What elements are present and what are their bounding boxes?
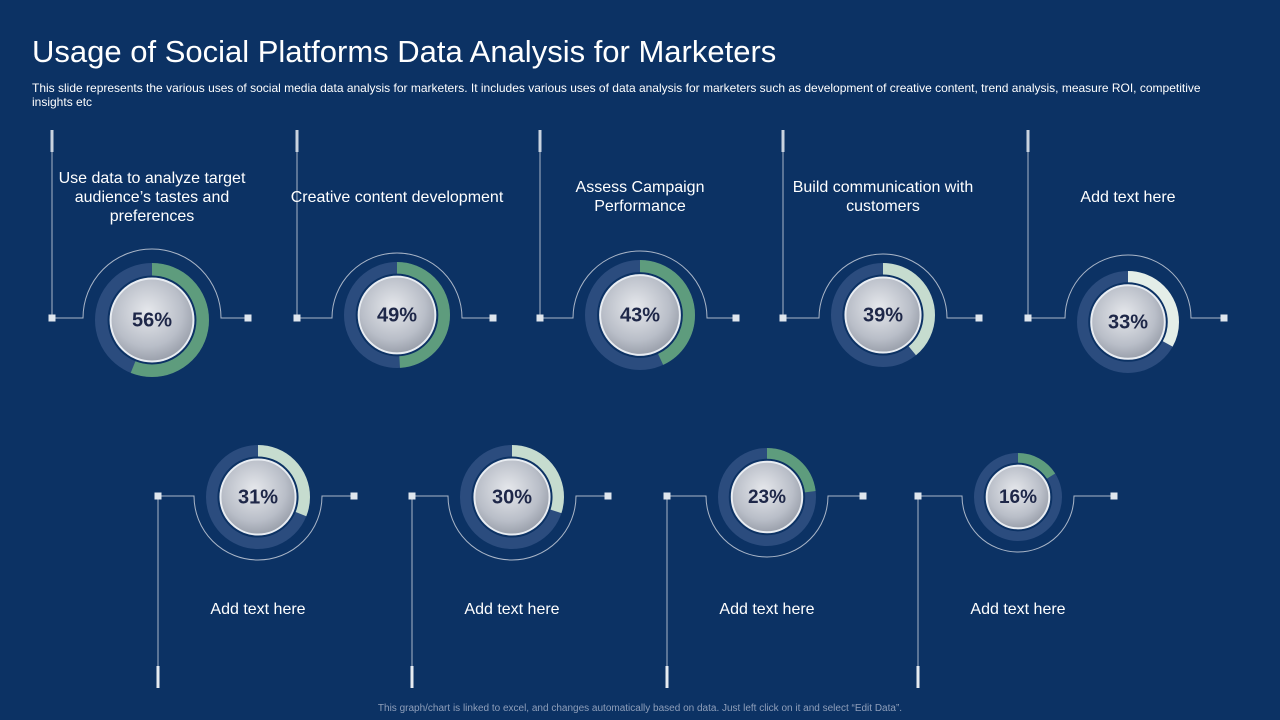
connector-node	[489, 314, 497, 322]
connector-arc	[52, 248, 248, 319]
donut-image	[219, 458, 297, 536]
chart-title: Add text here	[719, 600, 815, 618]
connector-arc	[540, 250, 736, 319]
donut-segment	[1076, 271, 1179, 374]
donut-image	[730, 460, 804, 534]
footnote: This graph/chart is linked to excel, and…	[377, 703, 903, 714]
connector-node	[604, 492, 612, 500]
connector-arc	[918, 495, 1114, 553]
connector-node	[408, 492, 416, 500]
connector-node	[293, 314, 301, 322]
donut-segment	[460, 445, 564, 549]
connector-node	[154, 492, 162, 500]
chart-title: Add text here	[970, 600, 1066, 618]
connector-arc	[783, 253, 979, 319]
slide-title: Usage of Social Platforms Data Analysis …	[32, 34, 777, 69]
donut-image	[599, 274, 681, 356]
connector-node	[732, 314, 740, 322]
connector-node	[914, 492, 922, 500]
connector-node	[244, 314, 252, 322]
connector-arc	[158, 495, 354, 561]
connector-node	[536, 314, 544, 322]
donut-image	[985, 464, 1051, 530]
value-label: 39%	[863, 304, 903, 326]
donut-segment	[831, 263, 935, 368]
chart-title: Build communication with customers	[792, 179, 974, 215]
donut-segment	[206, 445, 310, 549]
chart-title: Add text here	[1080, 188, 1176, 206]
slide-subtitle: This slide represents the various uses o…	[32, 81, 1201, 109]
connector-arc	[412, 495, 608, 561]
donut-image	[109, 277, 195, 363]
value-label: 56%	[132, 309, 172, 331]
connector-node	[48, 314, 56, 322]
donut-image	[844, 276, 922, 354]
connector-node	[779, 314, 787, 322]
value-label: 23%	[748, 487, 786, 508]
connector-node	[975, 314, 983, 322]
connector-arc	[297, 252, 493, 319]
donut-image	[1090, 284, 1166, 360]
chart-title: Add text here	[210, 600, 306, 618]
connector-arc	[1028, 254, 1224, 319]
chart-title: Creative content development	[290, 188, 504, 206]
donut-segment	[344, 261, 451, 368]
value-label: 33%	[1108, 311, 1148, 333]
connector-node	[1024, 314, 1032, 322]
connector-node	[663, 492, 671, 500]
donut-segment	[718, 447, 817, 546]
donut-segment	[973, 452, 1062, 541]
chart-title: Use data to analyze target audience’s ta…	[58, 169, 246, 225]
donut-segment	[584, 260, 695, 371]
value-label: 30%	[492, 486, 532, 508]
donut-image	[473, 458, 551, 536]
connector-arc	[667, 495, 863, 558]
connector-node	[859, 492, 867, 500]
connector-node	[350, 492, 358, 500]
value-label: 49%	[377, 304, 417, 326]
value-label: 16%	[999, 487, 1037, 508]
connector-node	[1110, 492, 1118, 500]
value-label: 43%	[620, 304, 660, 326]
connector-node	[1220, 314, 1228, 322]
chart-title: Add text here	[464, 600, 560, 618]
chart-title: Assess Campaign Performance	[575, 179, 705, 215]
donut-image	[357, 275, 437, 355]
donut-segment	[94, 262, 209, 377]
value-label: 31%	[238, 486, 278, 508]
